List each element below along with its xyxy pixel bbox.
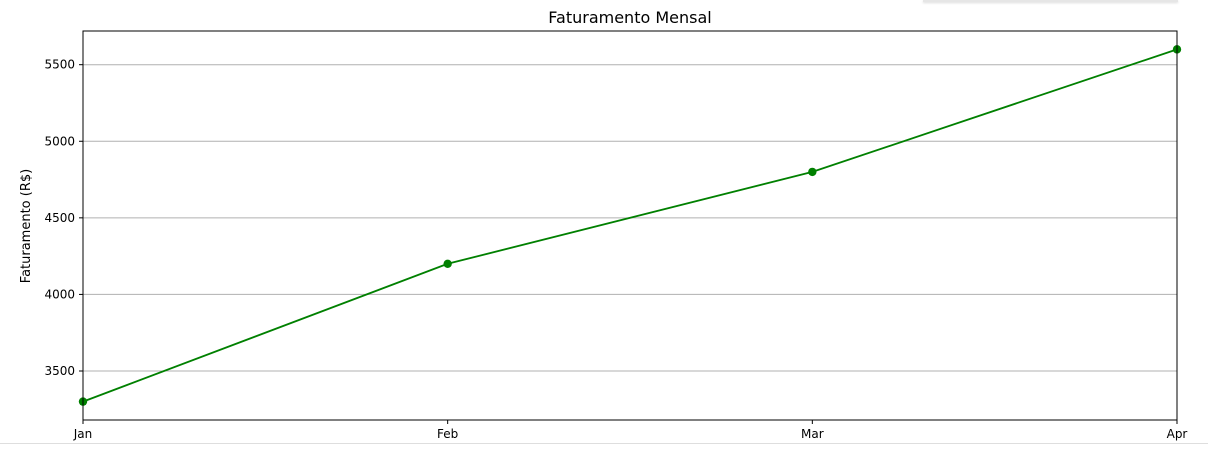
y-tick-label: 3500 (44, 364, 75, 378)
x-tick-label: Feb (437, 427, 458, 441)
y-tick-label: 5000 (44, 134, 75, 148)
chart-title: Faturamento Mensal (548, 8, 711, 27)
series-layer (78, 45, 1182, 406)
y-tick-label: 5500 (44, 58, 75, 72)
y-tick-label: 4000 (44, 287, 75, 301)
x-tick-label: Mar (801, 427, 824, 441)
bottom-divider (0, 443, 1208, 444)
series-line (82, 48, 1178, 403)
x-tick-label: Jan (73, 427, 93, 441)
x-tick-label: Apr (1167, 427, 1188, 441)
plot-frame (82, 30, 1178, 421)
data-point (443, 259, 452, 268)
y-axis-ticks: 3500 4000 4500 5000 5500 (44, 58, 83, 378)
data-point (808, 167, 817, 177)
y-tick-label: 4500 (44, 211, 75, 225)
top-edge-shadow (923, 0, 1178, 2)
y-axis-label: Faturamento (R$) (19, 169, 34, 283)
x-axis-ticks: Jan Feb Mar Apr (73, 420, 1188, 441)
